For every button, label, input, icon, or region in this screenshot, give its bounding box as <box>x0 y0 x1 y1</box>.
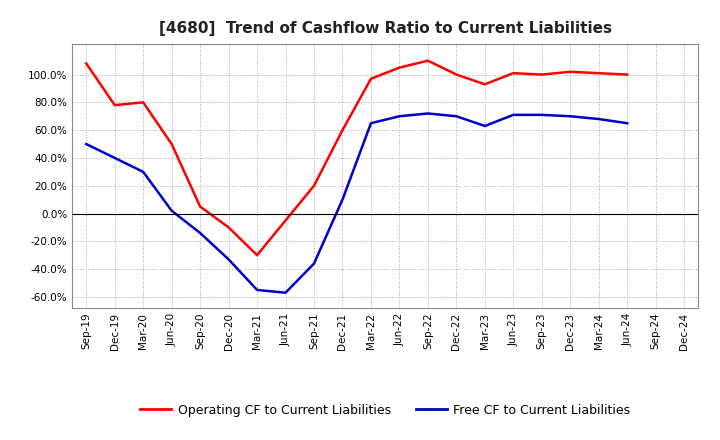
Free CF to Current Liabilities <box>225 257 233 262</box>
Free CF to Current Liabilities <box>480 123 489 128</box>
Free CF to Current Liabilities <box>509 112 518 117</box>
Operating CF to Current Liabilities <box>623 72 631 77</box>
Operating CF to Current Liabilities <box>139 100 148 105</box>
Free CF to Current Liabilities <box>566 114 575 119</box>
Operating CF to Current Liabilities <box>452 72 461 77</box>
Operating CF to Current Liabilities <box>480 82 489 87</box>
Operating CF to Current Liabilities <box>225 225 233 230</box>
Free CF to Current Liabilities <box>196 230 204 235</box>
Free CF to Current Liabilities <box>282 290 290 295</box>
Operating CF to Current Liabilities <box>595 70 603 76</box>
Title: [4680]  Trend of Cashflow Ratio to Current Liabilities: [4680] Trend of Cashflow Ratio to Curren… <box>158 21 612 36</box>
Operating CF to Current Liabilities <box>82 61 91 66</box>
Operating CF to Current Liabilities <box>253 253 261 258</box>
Free CF to Current Liabilities <box>82 141 91 147</box>
Free CF to Current Liabilities <box>310 261 318 266</box>
Free CF to Current Liabilities <box>452 114 461 119</box>
Free CF to Current Liabilities <box>338 197 347 202</box>
Free CF to Current Liabilities <box>395 114 404 119</box>
Free CF to Current Liabilities <box>537 112 546 117</box>
Operating CF to Current Liabilities <box>110 103 119 108</box>
Line: Operating CF to Current Liabilities: Operating CF to Current Liabilities <box>86 61 627 255</box>
Operating CF to Current Liabilities <box>537 72 546 77</box>
Operating CF to Current Liabilities <box>395 65 404 70</box>
Free CF to Current Liabilities <box>110 155 119 161</box>
Free CF to Current Liabilities <box>253 287 261 293</box>
Operating CF to Current Liabilities <box>366 76 375 81</box>
Operating CF to Current Liabilities <box>282 218 290 223</box>
Free CF to Current Liabilities <box>366 121 375 126</box>
Operating CF to Current Liabilities <box>423 58 432 63</box>
Line: Free CF to Current Liabilities: Free CF to Current Liabilities <box>86 114 627 293</box>
Operating CF to Current Liabilities <box>167 141 176 147</box>
Free CF to Current Liabilities <box>623 121 631 126</box>
Operating CF to Current Liabilities <box>196 204 204 209</box>
Operating CF to Current Liabilities <box>310 183 318 188</box>
Free CF to Current Liabilities <box>167 208 176 213</box>
Operating CF to Current Liabilities <box>509 70 518 76</box>
Legend: Operating CF to Current Liabilities, Free CF to Current Liabilities: Operating CF to Current Liabilities, Fre… <box>135 399 635 422</box>
Operating CF to Current Liabilities <box>338 128 347 133</box>
Operating CF to Current Liabilities <box>566 69 575 74</box>
Free CF to Current Liabilities <box>595 117 603 122</box>
Free CF to Current Liabilities <box>423 111 432 116</box>
Free CF to Current Liabilities <box>139 169 148 175</box>
